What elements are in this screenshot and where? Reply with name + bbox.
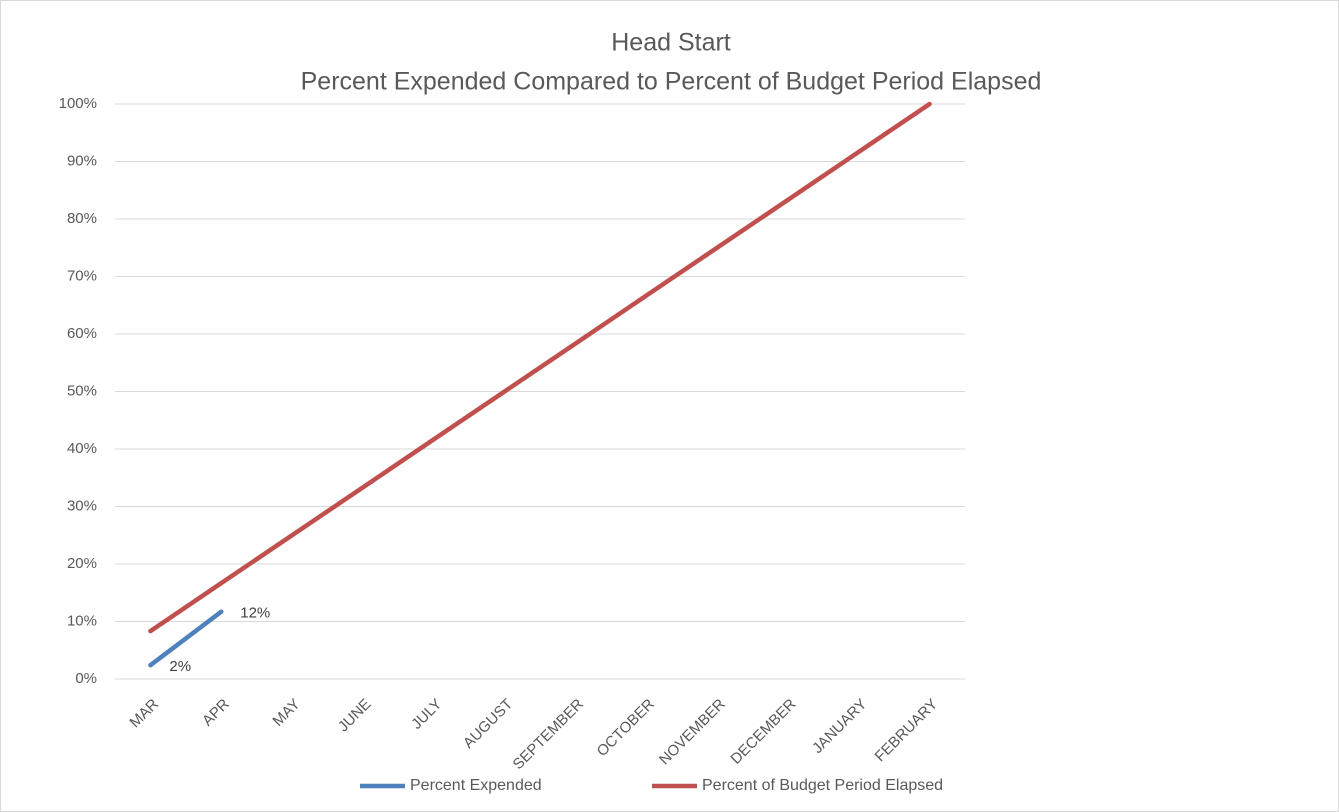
y-tick-label: 60% [67, 325, 97, 342]
y-tick-label: 10% [67, 612, 97, 629]
y-tick-label: 70% [67, 267, 97, 284]
series-line [148, 609, 224, 668]
y-tick-label: 100% [59, 95, 97, 112]
y-tick-label: 80% [67, 210, 97, 227]
y-tick-label: 0% [75, 670, 97, 687]
chart-subtitle: Percent Expended Compared to Percent of … [301, 68, 1042, 96]
legend-label: Percent of Budget Period Elapsed [702, 777, 943, 794]
data-label: 2% [169, 658, 191, 675]
y-tick-label: 20% [67, 555, 97, 572]
data-label: 12% [240, 605, 270, 622]
chart-title: Head Start [611, 29, 731, 57]
y-tick-label: 40% [67, 440, 97, 457]
series-line [148, 101, 932, 634]
y-tick-label: 90% [67, 152, 97, 169]
y-tick-label: 30% [67, 497, 97, 514]
legend-label: Percent Expended [410, 777, 542, 794]
y-tick-label: 50% [67, 382, 97, 399]
